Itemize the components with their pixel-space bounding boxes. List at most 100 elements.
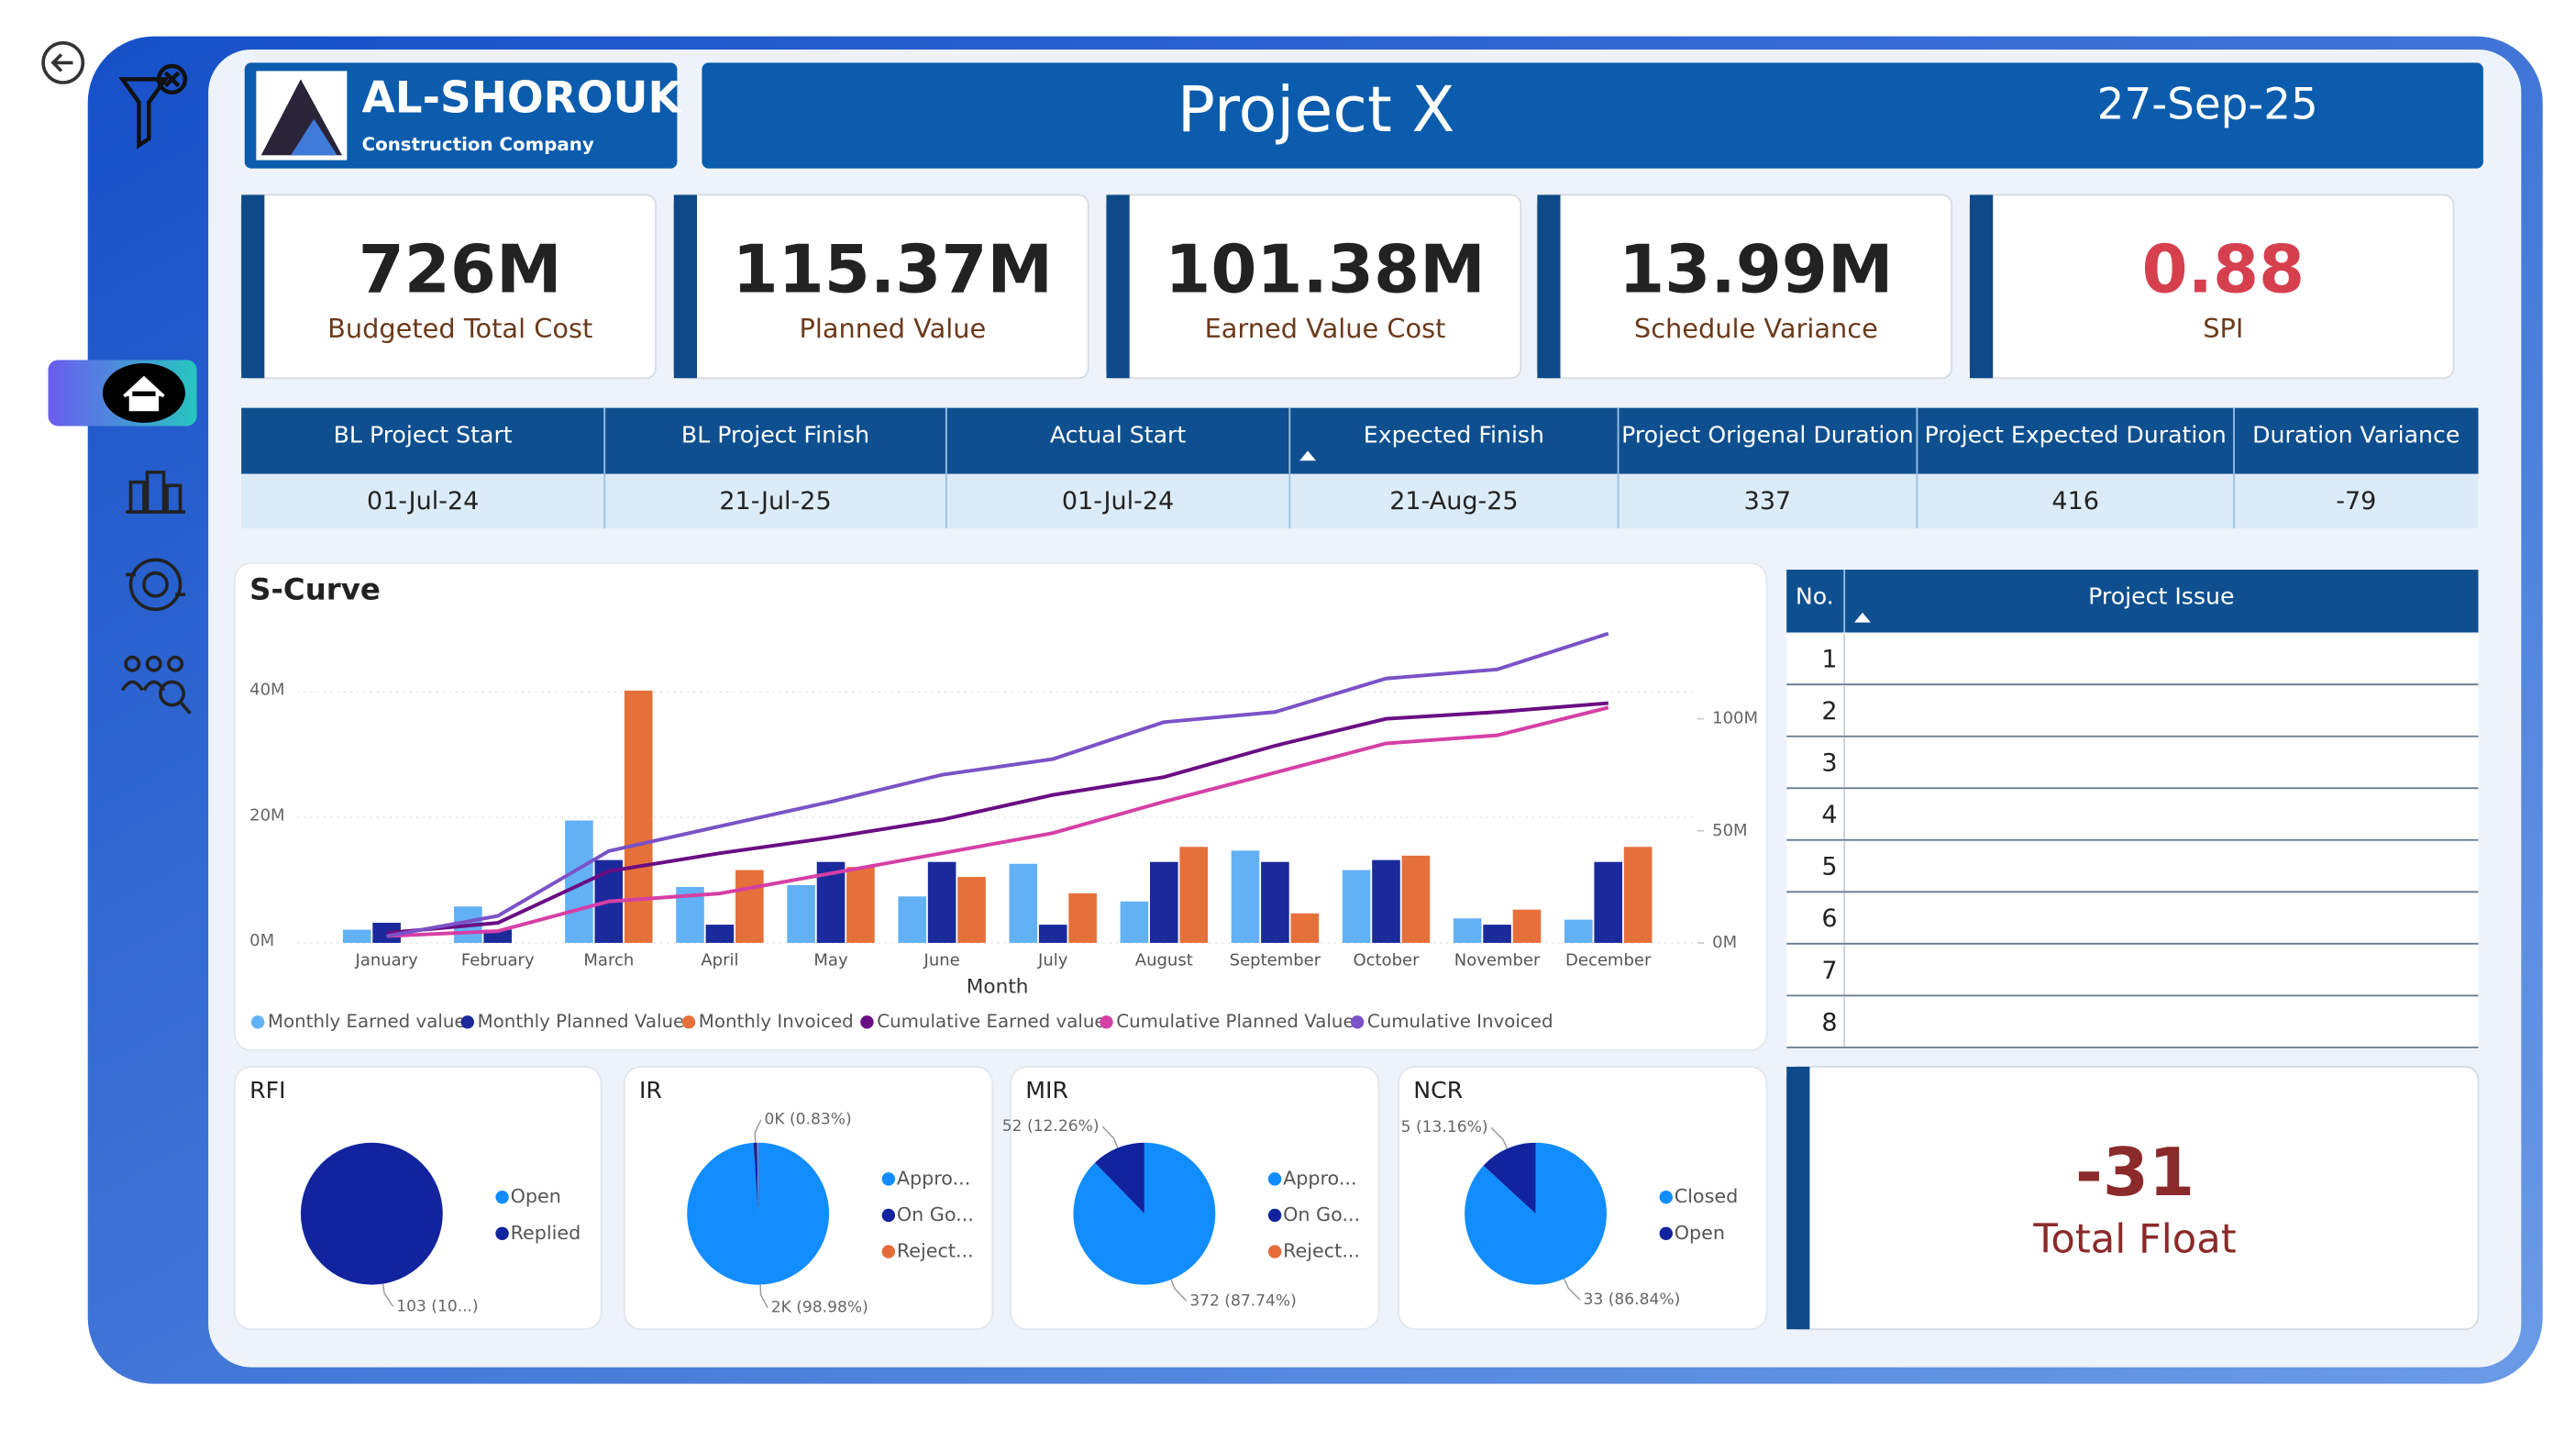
- logo-box: [244, 62, 678, 169]
- legend-label: Monthly Invoiced: [699, 1011, 854, 1032]
- pie-title: MIR: [1025, 1077, 1068, 1103]
- bar: [1120, 901, 1149, 943]
- issue-row: [1786, 841, 2479, 892]
- pie-title: IR: [639, 1077, 662, 1103]
- legend-label: Appro...: [1283, 1167, 1357, 1189]
- bar: [1623, 847, 1653, 943]
- legend-marker: [460, 1015, 474, 1029]
- issue-row: [1786, 892, 2479, 943]
- pie-slice: [1483, 1142, 1536, 1214]
- issues-header: Project Issue: [2088, 583, 2234, 610]
- pie-data-label: 372 (87.74%): [1189, 1291, 1297, 1310]
- legend-marker: [1350, 1015, 1365, 1029]
- line-series: [386, 631, 1609, 938]
- y-tick-label: 40M: [249, 680, 284, 699]
- logo-mark-accent: [291, 118, 337, 156]
- page-title: Project X: [1177, 74, 1455, 147]
- issue-number: 8: [1821, 1008, 1837, 1036]
- team-icon[interactable]: [120, 655, 192, 715]
- issue-row: [1786, 737, 2479, 788]
- leader-line: [1563, 1278, 1581, 1301]
- issue-number: 1: [1821, 646, 1837, 674]
- x-axis-label: Month: [967, 976, 1029, 999]
- bar: [1009, 863, 1038, 943]
- x-tick-label: January: [355, 951, 419, 970]
- title-box: [702, 62, 2483, 169]
- issue-number: 7: [1821, 957, 1837, 985]
- bar: [705, 925, 735, 943]
- legend-marker: [1659, 1190, 1673, 1204]
- leader-line: [759, 1284, 768, 1309]
- x-tick-label: October: [1353, 951, 1420, 970]
- bar: [1179, 847, 1209, 943]
- bar: [787, 884, 815, 943]
- bar: [1372, 859, 1400, 943]
- table-header: Project Origenal Duration: [1621, 421, 1914, 448]
- leader-line: [381, 1283, 394, 1307]
- sort-indicator: [1853, 612, 1871, 623]
- legend-label: Appro...: [897, 1167, 970, 1189]
- bar: [927, 861, 956, 943]
- x-tick-label: April: [701, 951, 738, 970]
- pie-data-label: 52 (12.26%): [1002, 1117, 1100, 1136]
- kpi-label: Planned Value: [799, 313, 986, 344]
- legend-marker: [681, 1015, 696, 1029]
- kpi-label: Schedule Variance: [1634, 313, 1878, 344]
- bar: [624, 690, 653, 943]
- back-button[interactable]: [41, 41, 85, 84]
- legend-label: On Go...: [897, 1203, 974, 1225]
- bar: [1342, 870, 1371, 943]
- legend-marker: [1267, 1208, 1282, 1223]
- issue-number: 5: [1821, 853, 1837, 881]
- company-name: AL-SHOROUK: [362, 73, 683, 123]
- table-header: BL Project Start: [334, 421, 513, 448]
- leader-line: [1490, 1126, 1509, 1149]
- y-tick-label: 0M: [249, 931, 274, 950]
- bar: [1038, 925, 1067, 943]
- table-header: Actual Start: [1050, 421, 1187, 448]
- table-cell: 21-Aug-25: [1389, 487, 1518, 515]
- kpi-stripe: [1537, 194, 1561, 379]
- x-tick-label: July: [1037, 951, 1068, 970]
- y2-tick-label: 50M: [1712, 821, 1747, 840]
- bar: [898, 896, 927, 943]
- legend-marker: [860, 1015, 874, 1029]
- total-float-stripe: [1786, 1066, 1810, 1330]
- x-tick-label: May: [813, 951, 848, 970]
- issue-number: 4: [1821, 801, 1837, 829]
- pie-data-label: 5 (13.16%): [1401, 1118, 1488, 1136]
- legend-marker: [881, 1172, 896, 1186]
- leader-line: [754, 1119, 762, 1143]
- pie-slice: [753, 1142, 758, 1214]
- leader-line: [1101, 1125, 1119, 1148]
- pie-data-label: 0K (0.83%): [764, 1111, 851, 1129]
- sort-indicator: [1299, 450, 1317, 461]
- table-header: Project Expected Duration: [1925, 421, 2227, 448]
- issues-header: No.: [1796, 583, 1834, 610]
- buildings-icon[interactable]: [126, 471, 185, 514]
- clear-filter-icon[interactable]: [118, 63, 188, 150]
- kpi-label: Earned Value Cost: [1205, 313, 1446, 344]
- issue-number: 2: [1821, 697, 1837, 726]
- table-cell: 337: [1744, 487, 1792, 515]
- pie-slice: [300, 1142, 443, 1285]
- home-button[interactable]: [48, 360, 197, 427]
- legend-label: Closed: [1675, 1185, 1739, 1207]
- legend-marker: [495, 1226, 509, 1240]
- legend-marker: [1659, 1226, 1673, 1240]
- legend-label: Reject...: [1283, 1240, 1360, 1262]
- kpi-value: 726M: [359, 230, 562, 307]
- issue-number: 6: [1821, 904, 1837, 933]
- table-cell: 416: [2051, 487, 2099, 515]
- leader-line: [1170, 1279, 1188, 1302]
- finance-icon[interactable]: [126, 558, 185, 612]
- bar: [1290, 913, 1320, 943]
- legend-marker: [1100, 1015, 1113, 1029]
- legend-label: Replied: [511, 1222, 581, 1244]
- kpi-stripe: [673, 194, 698, 379]
- line-series: [386, 701, 1609, 936]
- kpi-stripe: [1969, 194, 1994, 379]
- kpi-label: SPI: [2203, 313, 2243, 344]
